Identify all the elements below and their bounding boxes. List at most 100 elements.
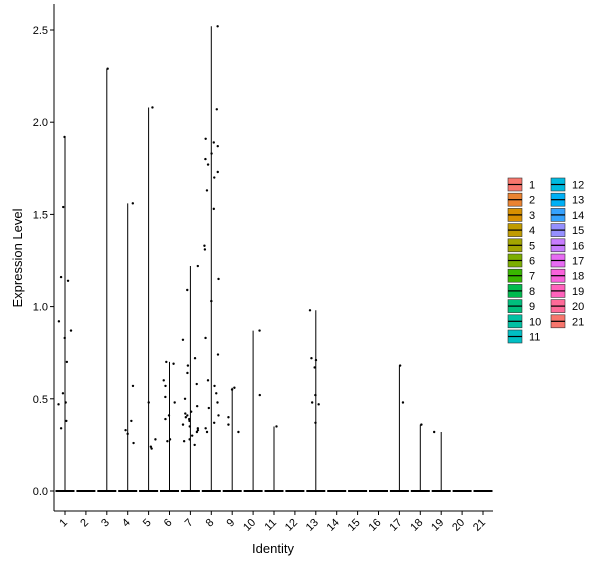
data-point-8 xyxy=(216,144,219,148)
data-point-4 xyxy=(131,384,135,388)
data-point-7 xyxy=(195,430,199,434)
data-point-10 xyxy=(258,393,261,397)
legend-item-18: 18 xyxy=(550,268,584,283)
y-tick-label: 2.5 xyxy=(33,25,48,37)
data-point-1 xyxy=(69,329,73,332)
legend-item-21: 21 xyxy=(550,314,584,328)
legend-label: 21 xyxy=(572,316,584,328)
data-point-7 xyxy=(196,264,200,268)
data-point-6 xyxy=(172,362,175,365)
data-point-1 xyxy=(63,135,66,139)
data-point-10 xyxy=(258,329,261,332)
data-point-7 xyxy=(186,371,189,375)
legend-item-13: 13 xyxy=(550,192,584,207)
data-point-5 xyxy=(154,438,157,441)
data-point-8 xyxy=(212,141,215,144)
data-point-7 xyxy=(186,364,190,367)
data-point-6 xyxy=(167,414,171,417)
data-point-8 xyxy=(205,430,209,434)
data-point-6 xyxy=(165,360,168,364)
legend-item-8: 8 xyxy=(507,284,535,298)
data-point-6 xyxy=(162,379,165,382)
y-tick-label: 1.5 xyxy=(33,209,48,221)
data-point-1 xyxy=(65,360,69,364)
data-point-8 xyxy=(204,137,207,140)
data-point-7 xyxy=(186,288,189,292)
legend-item-11: 11 xyxy=(507,329,540,344)
legend-label: 17 xyxy=(572,256,584,268)
data-point-9 xyxy=(230,388,234,391)
legend-item-19: 19 xyxy=(550,284,584,298)
data-point-13 xyxy=(314,421,317,424)
data-point-1 xyxy=(65,419,68,423)
data-point-13 xyxy=(308,309,312,312)
data-point-1 xyxy=(57,403,60,406)
legend-item-4: 4 xyxy=(507,223,535,237)
data-point-7 xyxy=(189,410,193,413)
legend-label: 11 xyxy=(529,332,540,344)
data-point-7 xyxy=(184,416,188,419)
legend-item-9: 9 xyxy=(507,299,535,313)
y-tick-label: 0.0 xyxy=(33,486,48,498)
data-point-6 xyxy=(164,384,167,388)
legend-label: 9 xyxy=(529,301,535,313)
data-point-4 xyxy=(131,202,135,205)
data-point-5 xyxy=(151,106,154,109)
data-point-13 xyxy=(314,358,318,362)
data-point-8 xyxy=(212,207,215,211)
points-layer xyxy=(57,25,436,450)
data-point-7 xyxy=(195,404,199,408)
data-point-17 xyxy=(401,401,405,404)
data-point-8 xyxy=(204,336,207,340)
data-point-7 xyxy=(196,428,200,432)
data-point-7 xyxy=(188,417,191,421)
data-point-1 xyxy=(63,336,66,340)
data-point-3 xyxy=(106,67,109,70)
data-point-1 xyxy=(66,279,70,282)
data-point-7 xyxy=(195,382,198,386)
data-point-8 xyxy=(204,427,207,430)
data-point-7 xyxy=(181,338,185,341)
data-point-8 xyxy=(204,157,207,161)
data-point-1 xyxy=(64,401,67,404)
data-point-8 xyxy=(213,384,216,388)
data-point-7 xyxy=(193,357,197,360)
data-point-17 xyxy=(398,364,402,367)
y-axis-title: Expression Level xyxy=(10,208,25,307)
legend-item-12: 12 xyxy=(550,177,584,192)
data-point-4 xyxy=(132,441,135,445)
legend-item-10: 10 xyxy=(507,314,541,328)
legend-label: 5 xyxy=(529,240,535,252)
data-point-8 xyxy=(203,244,206,247)
data-point-7 xyxy=(190,434,194,437)
data-point-8 xyxy=(203,248,207,251)
data-point-8 xyxy=(207,406,211,410)
data-point-8 xyxy=(216,170,219,174)
data-point-1 xyxy=(62,205,65,209)
legend-label: 10 xyxy=(529,316,541,328)
y-tick-label: 1.0 xyxy=(33,302,48,314)
y-axis-ticks: 0.0 0.5 1.0 1.5 2.0 2.5 xyxy=(33,25,54,498)
legend-label: 6 xyxy=(529,256,535,268)
legend-label: 7 xyxy=(529,271,535,283)
data-point-8 xyxy=(216,401,219,404)
legend-item-14: 14 xyxy=(550,208,584,222)
legend-item-2: 2 xyxy=(507,192,535,207)
data-point-13 xyxy=(314,393,317,397)
data-point-6 xyxy=(173,401,176,404)
legend-label: 13 xyxy=(572,195,584,207)
legend-label: 2 xyxy=(529,195,535,207)
legend-item-1: 1 xyxy=(507,177,535,192)
legend-label: 12 xyxy=(572,180,584,192)
data-point-4 xyxy=(126,432,129,436)
data-point-7 xyxy=(181,423,185,426)
legend-label: 20 xyxy=(572,301,584,313)
data-point-13 xyxy=(313,366,316,369)
data-point-8 xyxy=(215,108,218,111)
legend-item-20: 20 xyxy=(550,299,584,313)
data-point-9 xyxy=(227,423,230,426)
data-point-1 xyxy=(59,275,63,279)
data-point-7 xyxy=(184,412,187,415)
data-point-8 xyxy=(217,277,220,281)
